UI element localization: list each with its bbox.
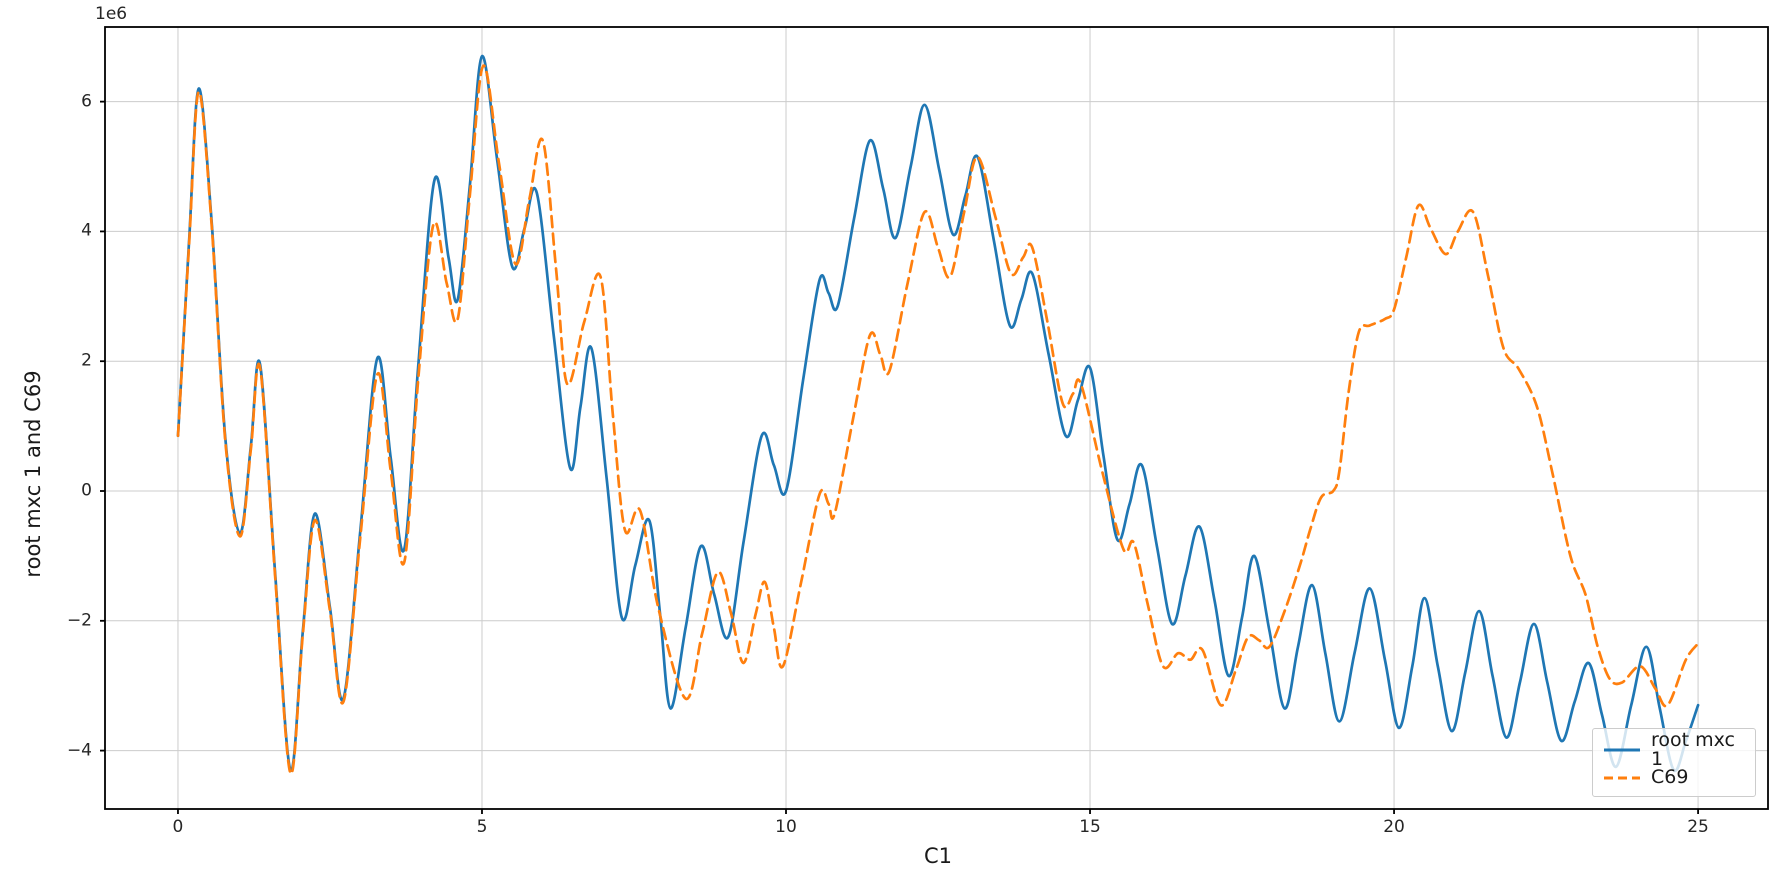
legend-sample-line-dashed-icon: [1604, 776, 1640, 779]
x-tick-label-5: 5: [476, 817, 488, 837]
y-axis-label: root mxc 1 and C69: [21, 370, 45, 578]
legend: root mxc 1 C69: [1592, 728, 1756, 797]
y-tick-label-2: 2: [81, 350, 92, 371]
legend-entry-root-mxc-1: root mxc 1: [1603, 731, 1747, 769]
x-tick-label-20: 20: [1383, 817, 1405, 837]
y-tick-label--2: −2: [66, 610, 92, 631]
x-tick-label-10: 10: [775, 817, 797, 837]
x-tick-label-15: 15: [1079, 817, 1101, 837]
legend-label-c69: C69: [1651, 766, 1689, 788]
legend-entry-c69: C69: [1603, 765, 1747, 790]
x-tick-label-0: 0: [172, 817, 184, 837]
legend-sample-line-solid-icon: [1604, 748, 1640, 752]
series-line-root-mxc-1: [176, 54, 1700, 773]
series-line-c69: [176, 64, 1700, 775]
y-tick-label-0: 0: [81, 480, 92, 501]
plot-area-spines: [104, 26, 1769, 810]
x-tick-label-25: 25: [1687, 817, 1709, 837]
y-tick-label--4: −4: [66, 740, 92, 761]
y-axis-offset-label: 1e6: [95, 4, 128, 24]
y-tick-label-4: 4: [81, 220, 92, 241]
y-tick-label-6: 6: [81, 91, 92, 112]
legend-label-root-mxc-1: root mxc 1: [1651, 729, 1735, 770]
x-axis-label: C1: [923, 844, 953, 868]
